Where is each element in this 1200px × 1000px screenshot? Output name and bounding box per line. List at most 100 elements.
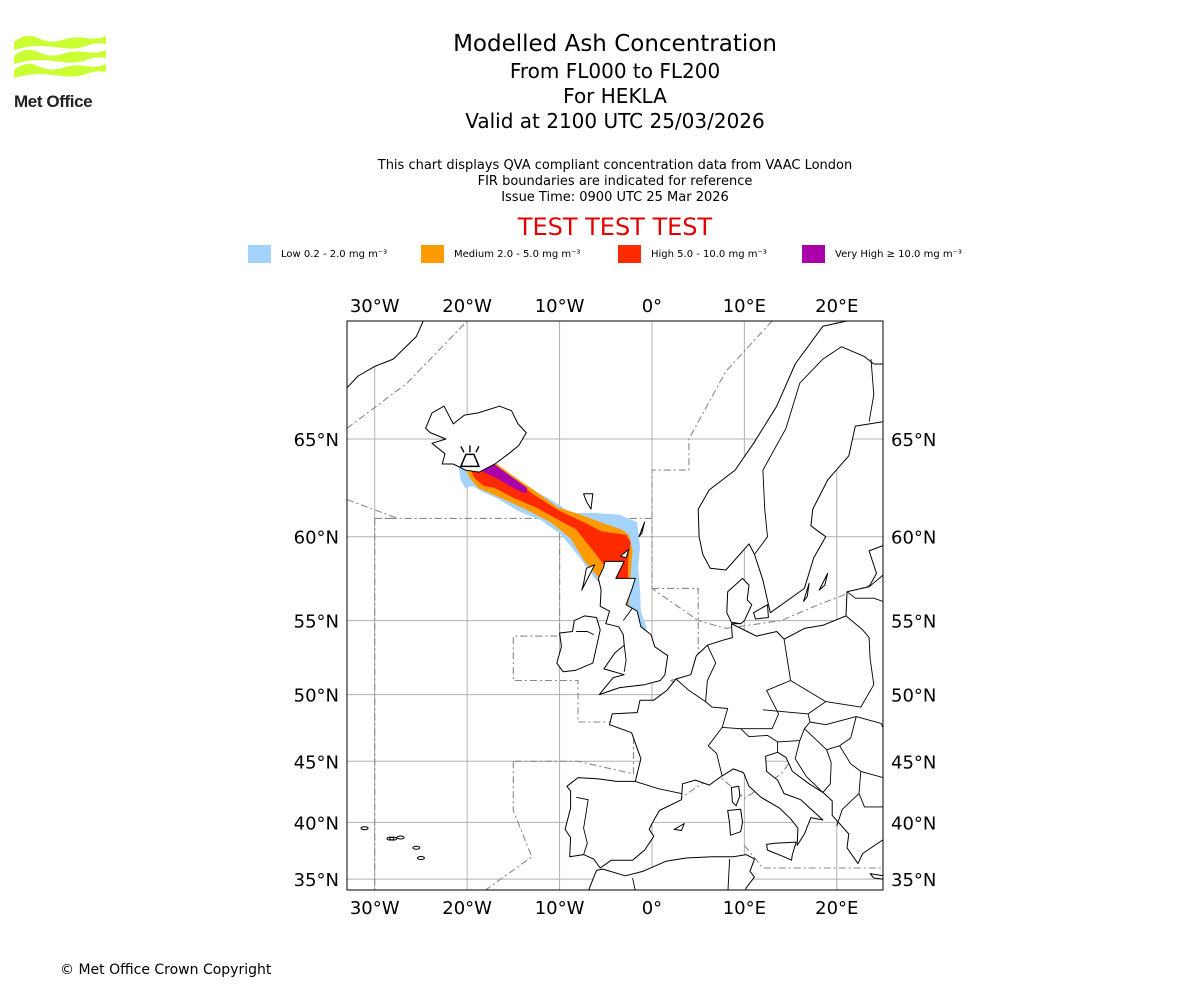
country-border	[675, 678, 729, 777]
lat-label-right: 45°N	[891, 752, 936, 773]
coastline	[588, 854, 755, 890]
lat-label-right: 35°N	[891, 870, 936, 891]
lat-label-left: 45°N	[294, 752, 339, 773]
country-border	[705, 645, 717, 702]
coastline	[803, 582, 810, 602]
country-border	[740, 728, 779, 753]
lat-label-left: 35°N	[294, 870, 339, 891]
island	[412, 845, 421, 850]
chart-title: Modelled Ash Concentration From FL000 to…	[0, 30, 1200, 134]
logo-text: Met Office	[14, 92, 93, 111]
lat-label-right: 50°N	[891, 686, 936, 707]
country-border	[623, 645, 627, 672]
country-border	[858, 793, 883, 808]
island	[416, 855, 425, 860]
lon-label-bottom: 10°E	[723, 898, 766, 919]
country-border	[576, 631, 594, 636]
fir-boundary-line	[651, 321, 773, 519]
coastline	[726, 577, 753, 625]
legend-swatch-low	[248, 245, 271, 263]
volcano-cone	[459, 453, 481, 468]
coastline	[581, 564, 596, 591]
country-border	[868, 574, 883, 588]
lon-label-top: 10°E	[723, 296, 766, 317]
country-border	[794, 740, 824, 793]
country-border	[722, 639, 792, 730]
copyright: © Met Office Crown Copyright	[60, 962, 272, 978]
ash-layer-high	[469, 455, 631, 602]
coastline	[597, 560, 669, 696]
legend-swatch-medium	[421, 245, 444, 263]
coastline	[556, 615, 601, 673]
lat-label-right: 60°N	[891, 528, 936, 549]
chart-subtitle: This chart displays QVA compliant concen…	[0, 158, 1200, 206]
coastline	[818, 572, 829, 591]
fir-boundary-line	[652, 579, 883, 629]
lon-label-bottom: 20°E	[815, 898, 858, 919]
legend-item-low: Low 0.2 - 2.0 mg m⁻³	[248, 244, 387, 264]
country-border	[836, 745, 862, 827]
coastline	[730, 785, 741, 807]
country-border	[809, 716, 857, 726]
coastline	[727, 808, 743, 836]
lat-label-left: 50°N	[294, 686, 339, 707]
lon-label-bottom: 20°W	[442, 898, 492, 919]
lon-label-bottom: 0°	[642, 898, 662, 919]
lat-label-left: 60°N	[294, 528, 339, 549]
country-border	[762, 709, 811, 743]
country-border	[868, 359, 875, 422]
legend-item-high: High 5.0 - 10.0 mg m⁻³	[618, 244, 767, 264]
met-office-logo-icon	[14, 35, 106, 78]
fir-boundary-line	[743, 845, 883, 869]
coastline	[753, 604, 769, 620]
lat-label-left: 55°N	[294, 612, 339, 633]
coastline	[425, 405, 527, 473]
coastline	[564, 545, 883, 869]
legend-item-very-high: Very High ≥ 10.0 mg m⁻³	[802, 244, 962, 264]
title-line-2: From FL000 to FL200	[509, 59, 721, 83]
country-border	[632, 877, 636, 890]
fir-boundary-line	[513, 722, 635, 775]
country-border	[727, 859, 731, 890]
lon-label-bottom: 30°W	[350, 898, 400, 919]
coastline	[673, 823, 685, 831]
lon-label-top: 20°W	[442, 296, 492, 317]
lat-label-right: 55°N	[891, 612, 936, 633]
legend-label-low: Low 0.2 - 2.0 mg m⁻³	[281, 248, 388, 260]
legend-item-medium: Medium 2.0 - 5.0 mg m⁻³	[421, 244, 580, 264]
country-border	[790, 615, 875, 708]
volcano-plume-line	[460, 446, 465, 453]
volcano-plume-line	[475, 446, 480, 453]
coastline	[638, 521, 646, 538]
legend-label-very-high: Very High ≥ 10.0 mg m⁻³	[835, 248, 962, 260]
country-border	[622, 607, 633, 621]
coastline	[620, 548, 630, 559]
coastline	[766, 841, 797, 861]
subtitle-line-2: FIR boundaries are indicated for referen…	[477, 174, 753, 189]
country-border	[754, 346, 883, 555]
subtitle-line-1: This chart displays QVA compliant concen…	[377, 158, 853, 173]
country-border	[822, 749, 832, 793]
country-border	[635, 780, 682, 795]
subtitle-line-3: Issue Time: 0900 UTC 25 Mar 2026	[501, 190, 729, 205]
axis-labels: 30°W 30°W 20°W 20°W 10°W 10°W 0° 0° 10°E 10°E 20°E…	[294, 296, 937, 919]
lon-label-top: 10°W	[535, 296, 585, 317]
coastline	[347, 321, 424, 389]
lat-label-right: 40°N	[891, 813, 936, 834]
legend-label-medium: Medium 2.0 - 5.0 mg m⁻³	[454, 248, 581, 260]
coastlines	[347, 321, 883, 890]
legend-swatch-high	[618, 245, 641, 263]
title-line-4: Valid at 2100 UTC 25/03/2026	[465, 109, 765, 133]
fir-boundary-line	[485, 761, 533, 890]
lat-label-left: 65°N	[294, 430, 339, 451]
country-border	[846, 591, 883, 602]
map-frame	[346, 320, 884, 891]
island	[389, 836, 398, 841]
volcano-icon	[459, 445, 481, 468]
country-border	[860, 770, 883, 779]
title-line-3: For HEKLA	[563, 84, 667, 108]
test-banner: TEST TEST TEST	[517, 213, 713, 241]
lon-label-top: 30°W	[350, 296, 400, 317]
island	[360, 826, 369, 831]
